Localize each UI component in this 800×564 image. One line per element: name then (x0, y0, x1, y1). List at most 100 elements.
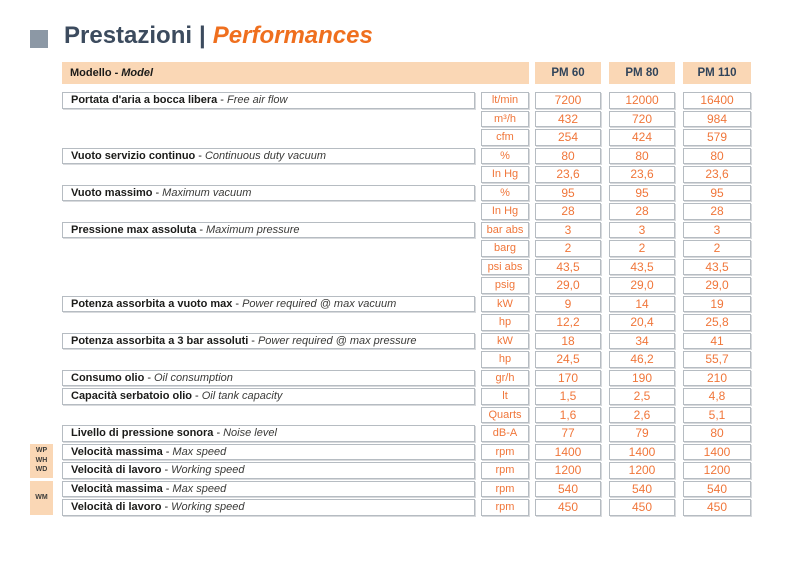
value-cell-pm60: 95 (535, 184, 601, 201)
value-cell-pm110: 1400 (683, 443, 751, 460)
row-group-label-spacer (62, 407, 475, 424)
label-separator: - (164, 464, 169, 477)
row-group-label: Potenza assorbita a 3 bar assoluti - Power… (62, 332, 475, 349)
label-separator: - (199, 223, 204, 236)
unit-cell: Quarts (481, 406, 529, 423)
label-italian: Consumo olio (71, 371, 145, 384)
value-cell-pm110: 29,0 (683, 277, 751, 294)
label-separator: - (195, 390, 199, 403)
table-row: Potenza assorbita a 3 bar assoluti - Power… (62, 332, 751, 349)
unit-cell: % (481, 184, 529, 201)
page-title-italian: Prestazioni (64, 22, 193, 49)
value-cell-pm60: 3 (535, 221, 601, 238)
table-row: Velocità di lavoro - Working speed rpm 450 45… (62, 499, 751, 516)
value-cell-pm60: 254 (535, 129, 601, 146)
value-cell-pm60: 1200 (535, 462, 601, 479)
label-english: Maximum vacuum (162, 186, 252, 199)
value-cell-pm80: 190 (609, 369, 675, 386)
value-cell-pm60: 1400 (535, 443, 601, 460)
table-row: Capacità serbatoio olio - Oil tank capacit… (62, 388, 751, 405)
unit-cell: rpm (481, 462, 529, 479)
value-cell-pm110: 579 (683, 129, 751, 146)
value-cell-pm80: 23,6 (609, 166, 675, 183)
value-cell-pm110: 95 (683, 184, 751, 201)
value-cell-pm80: 424 (609, 129, 675, 146)
unit-cell: psi abs (481, 258, 529, 275)
model-column-header-pm80: PM 80 (609, 62, 675, 84)
value-cell-pm110: 540 (683, 480, 751, 497)
value-cell-pm60: 450 (535, 499, 601, 516)
unit-cell: lt (481, 388, 529, 405)
unit-cell: barg (481, 240, 529, 257)
label-separator: - (235, 297, 240, 310)
label-separator: - (165, 482, 170, 495)
row-group-label: Potenza assorbita a vuoto max - Power requ… (62, 295, 475, 312)
model-label-english: Model (121, 67, 154, 79)
row-group-label-spacer (62, 166, 475, 183)
row-group-label-spacer (62, 129, 475, 146)
label-separator: - (165, 445, 170, 458)
label-italian: Velocità massima (71, 482, 163, 495)
value-cell-pm80: 2,6 (609, 406, 675, 423)
table-row: hp 24,5 46,2 55,7 (62, 351, 751, 368)
model-header-label: Modello - Model (62, 62, 529, 84)
variant-code: WP (35, 447, 48, 455)
value-cell-pm110: 25,8 (683, 314, 751, 331)
page-title-english: Performances (212, 22, 373, 49)
value-cell-pm80: 34 (609, 332, 675, 349)
value-cell-pm110: 28 (683, 203, 751, 220)
unit-cell: m³/h (481, 110, 529, 127)
value-cell-pm60: 12,2 (535, 314, 601, 331)
page-title: Prestazioni | Performances (64, 22, 373, 50)
value-cell-pm110: 210 (683, 369, 751, 386)
row-group-label: Velocità di lavoro - Working speed (62, 462, 475, 479)
unit-cell: In Hg (481, 166, 529, 183)
table-row: Livello di pressione sonora - Noise level d… (62, 425, 751, 442)
table-row: barg 2 2 2 (62, 240, 751, 257)
row-group-label-spacer (62, 240, 475, 257)
row-group-label: Pressione max assoluta - Maximum pressure (62, 221, 475, 238)
value-cell-pm80: 1400 (609, 443, 675, 460)
model-variant-badge: WM (30, 480, 53, 515)
value-cell-pm80: 450 (609, 499, 675, 516)
model-label-separator: - (114, 67, 119, 79)
label-italian: Velocità massima (71, 445, 163, 458)
table-row: hp 12,2 20,4 25,8 (62, 314, 751, 331)
label-english: Max speed (172, 482, 227, 495)
table-row: Vuoto servizio continuo - Continuous duty … (62, 147, 751, 164)
row-group-label-spacer (62, 111, 475, 128)
value-cell-pm80: 14 (609, 295, 675, 312)
table-row: psi abs 43,5 43,5 43,5 (62, 258, 751, 275)
value-cell-pm110: 3 (683, 221, 751, 238)
label-english: Power required @ max vacuum (242, 297, 397, 310)
label-italian: Livello di pressione sonora (71, 427, 214, 440)
row-group-label: Capacità serbatoio olio - Oil tank capacit… (62, 388, 475, 405)
label-italian: Vuoto servizio continuo (71, 149, 196, 162)
row-group-label: Livello di pressione sonora - Noise level (62, 425, 475, 442)
model-column-header-pm110: PM 110 (683, 62, 751, 84)
model-label-italian: Modello (70, 67, 112, 79)
value-cell-pm110: 55,7 (683, 351, 751, 368)
label-separator: - (147, 371, 151, 384)
unit-cell: hp (481, 351, 529, 368)
value-cell-pm80: 540 (609, 480, 675, 497)
table-row: cfm 254 424 579 (62, 129, 751, 146)
unit-cell: dB-A (481, 425, 529, 442)
value-cell-pm60: 9 (535, 295, 601, 312)
value-cell-pm110: 450 (683, 499, 751, 516)
value-cell-pm110: 16400 (683, 92, 751, 109)
label-italian: Capacità serbatoio olio (71, 390, 193, 403)
label-italian: Vuoto massimo (71, 186, 153, 199)
value-cell-pm80: 12000 (609, 92, 675, 109)
table-row: In Hg 23,6 23,6 23,6 (62, 166, 751, 183)
row-group-label: Velocità di lavoro - Working speed (62, 499, 475, 516)
table-row: m³/h 432 720 984 (62, 110, 751, 128)
row-group-label: Velocità massima - Max speed (62, 443, 475, 460)
value-cell-pm110: 23,6 (683, 166, 751, 183)
value-cell-pm80: 80 (609, 147, 675, 164)
label-separator: - (251, 334, 255, 347)
value-cell-pm60: 170 (535, 369, 601, 386)
model-variant-badge: WP WH WD (30, 443, 53, 478)
label-english: Continuous duty vacuum (204, 149, 327, 162)
value-cell-pm60: 432 (535, 110, 601, 127)
